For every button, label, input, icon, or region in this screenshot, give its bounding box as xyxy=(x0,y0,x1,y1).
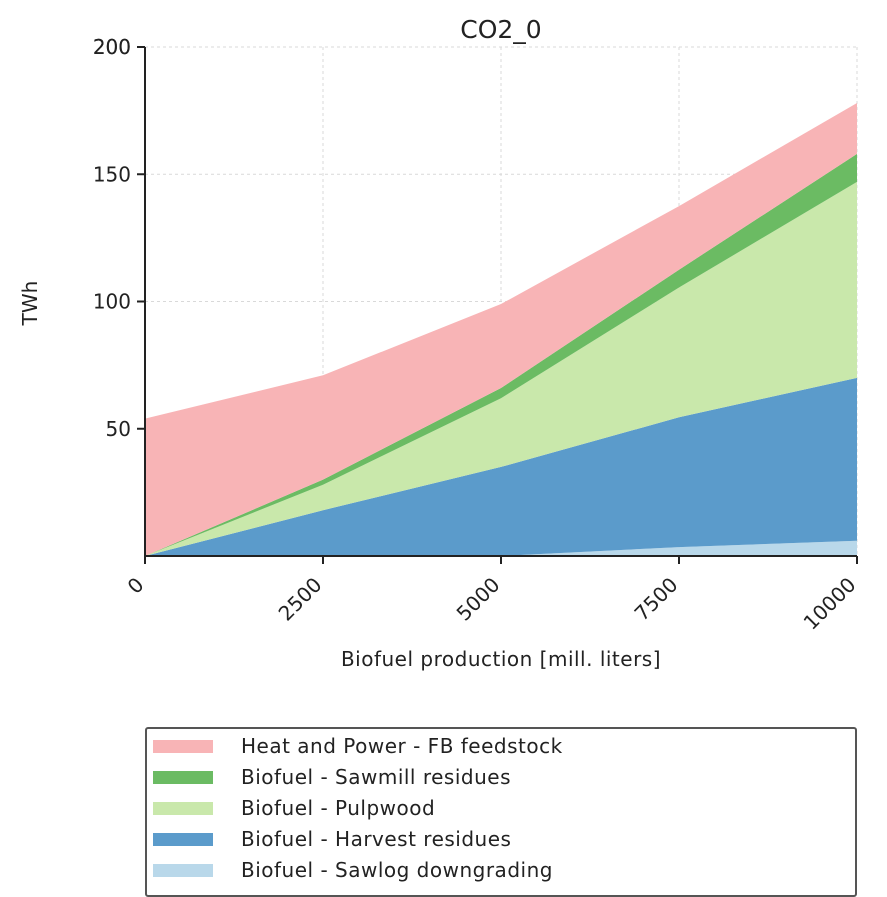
legend-label: Biofuel - Harvest residues xyxy=(241,827,512,851)
legend-swatch xyxy=(153,739,213,753)
x-tick-label: 0 xyxy=(123,573,149,599)
series-areas xyxy=(145,102,857,557)
legend-label: Biofuel - Sawmill residues xyxy=(241,765,512,789)
legend-swatch xyxy=(153,832,213,846)
legend-item: Biofuel - Sawmill residues xyxy=(153,764,511,790)
chart-title: CO2_0 xyxy=(460,15,541,44)
x-tick-label: 7500 xyxy=(630,573,683,626)
legend-label: Biofuel - Pulpwood xyxy=(241,796,436,820)
legend-swatch xyxy=(153,863,213,877)
y-tick-label: 50 xyxy=(106,417,131,441)
y-tick-label: 150 xyxy=(93,162,131,186)
legend: Heat and Power - FB feedstock Biofuel - S… xyxy=(145,727,857,897)
area-heat-and-power-fb-feedstock xyxy=(145,102,857,557)
y-tick-label: 200 xyxy=(93,35,131,59)
legend-item: Biofuel - Harvest residues xyxy=(153,826,511,852)
legend-swatch xyxy=(153,801,213,815)
x-axis-label: Biofuel production [mill. liters] xyxy=(341,647,661,671)
legend-item: Biofuel - Sawlog downgrading xyxy=(153,857,553,883)
x-tick-label: 2500 xyxy=(274,573,327,626)
legend-item: Heat and Power - FB feedstock xyxy=(153,733,563,759)
legend-label: Heat and Power - FB feedstock xyxy=(241,734,563,758)
y-tick-label: 100 xyxy=(93,290,131,314)
legend-item: Biofuel - Pulpwood xyxy=(153,795,435,821)
legend-swatch xyxy=(153,770,213,784)
area-biofuel-sawlog-downgrading xyxy=(145,540,857,556)
legend-label: Biofuel - Sawlog downgrading xyxy=(241,858,553,882)
area-biofuel-pulpwood xyxy=(145,181,857,556)
x-tick-label: 10000 xyxy=(799,573,861,635)
x-tick-label: 5000 xyxy=(452,573,505,626)
y-axis-label: TWh xyxy=(18,281,42,327)
y-tick-label: 200 xyxy=(93,35,131,59)
